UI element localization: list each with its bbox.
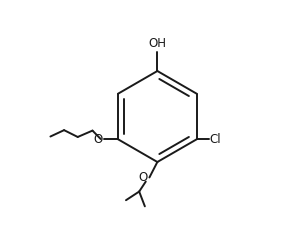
Text: OH: OH	[148, 37, 166, 50]
Text: O: O	[93, 133, 102, 146]
Text: Cl: Cl	[210, 133, 221, 146]
Text: O: O	[138, 171, 147, 184]
